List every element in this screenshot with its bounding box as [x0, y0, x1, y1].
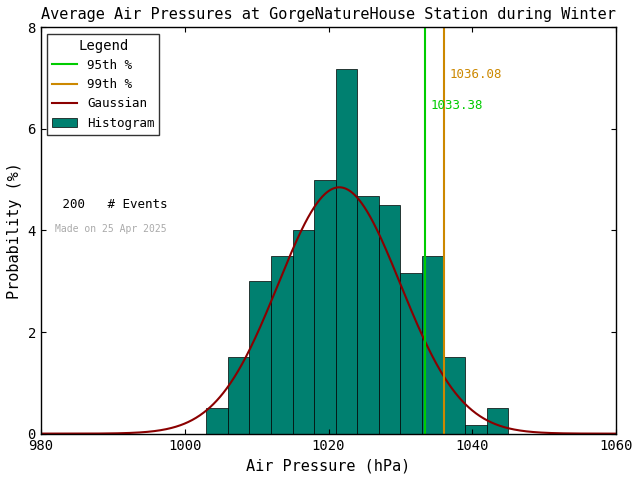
- Bar: [228, 358, 250, 433]
- X-axis label: Air Pressure (hPa): Air Pressure (hPa): [246, 458, 411, 473]
- Bar: [465, 425, 487, 433]
- Bar: [336, 70, 357, 433]
- Text: 1036.08: 1036.08: [450, 68, 502, 81]
- Bar: [487, 408, 508, 433]
- Text: 200   # Events: 200 # Events: [55, 198, 168, 211]
- Bar: [206, 408, 228, 433]
- Bar: [401, 273, 422, 433]
- Text: Made on 25 Apr 2025: Made on 25 Apr 2025: [55, 225, 167, 235]
- Text: 1033.38: 1033.38: [431, 98, 483, 111]
- Bar: [444, 358, 465, 433]
- Bar: [292, 230, 314, 433]
- Legend: 95th %, 99th %, Gaussian, Histogram: 95th %, 99th %, Gaussian, Histogram: [47, 34, 159, 134]
- Bar: [271, 256, 292, 433]
- Bar: [422, 256, 444, 433]
- Bar: [357, 196, 379, 433]
- Bar: [314, 180, 336, 433]
- Bar: [250, 281, 271, 433]
- Y-axis label: Probability (%): Probability (%): [7, 162, 22, 299]
- Title: Average Air Pressures at GorgeNatureHouse Station during Winter: Average Air Pressures at GorgeNatureHous…: [41, 7, 616, 22]
- Bar: [379, 205, 401, 433]
